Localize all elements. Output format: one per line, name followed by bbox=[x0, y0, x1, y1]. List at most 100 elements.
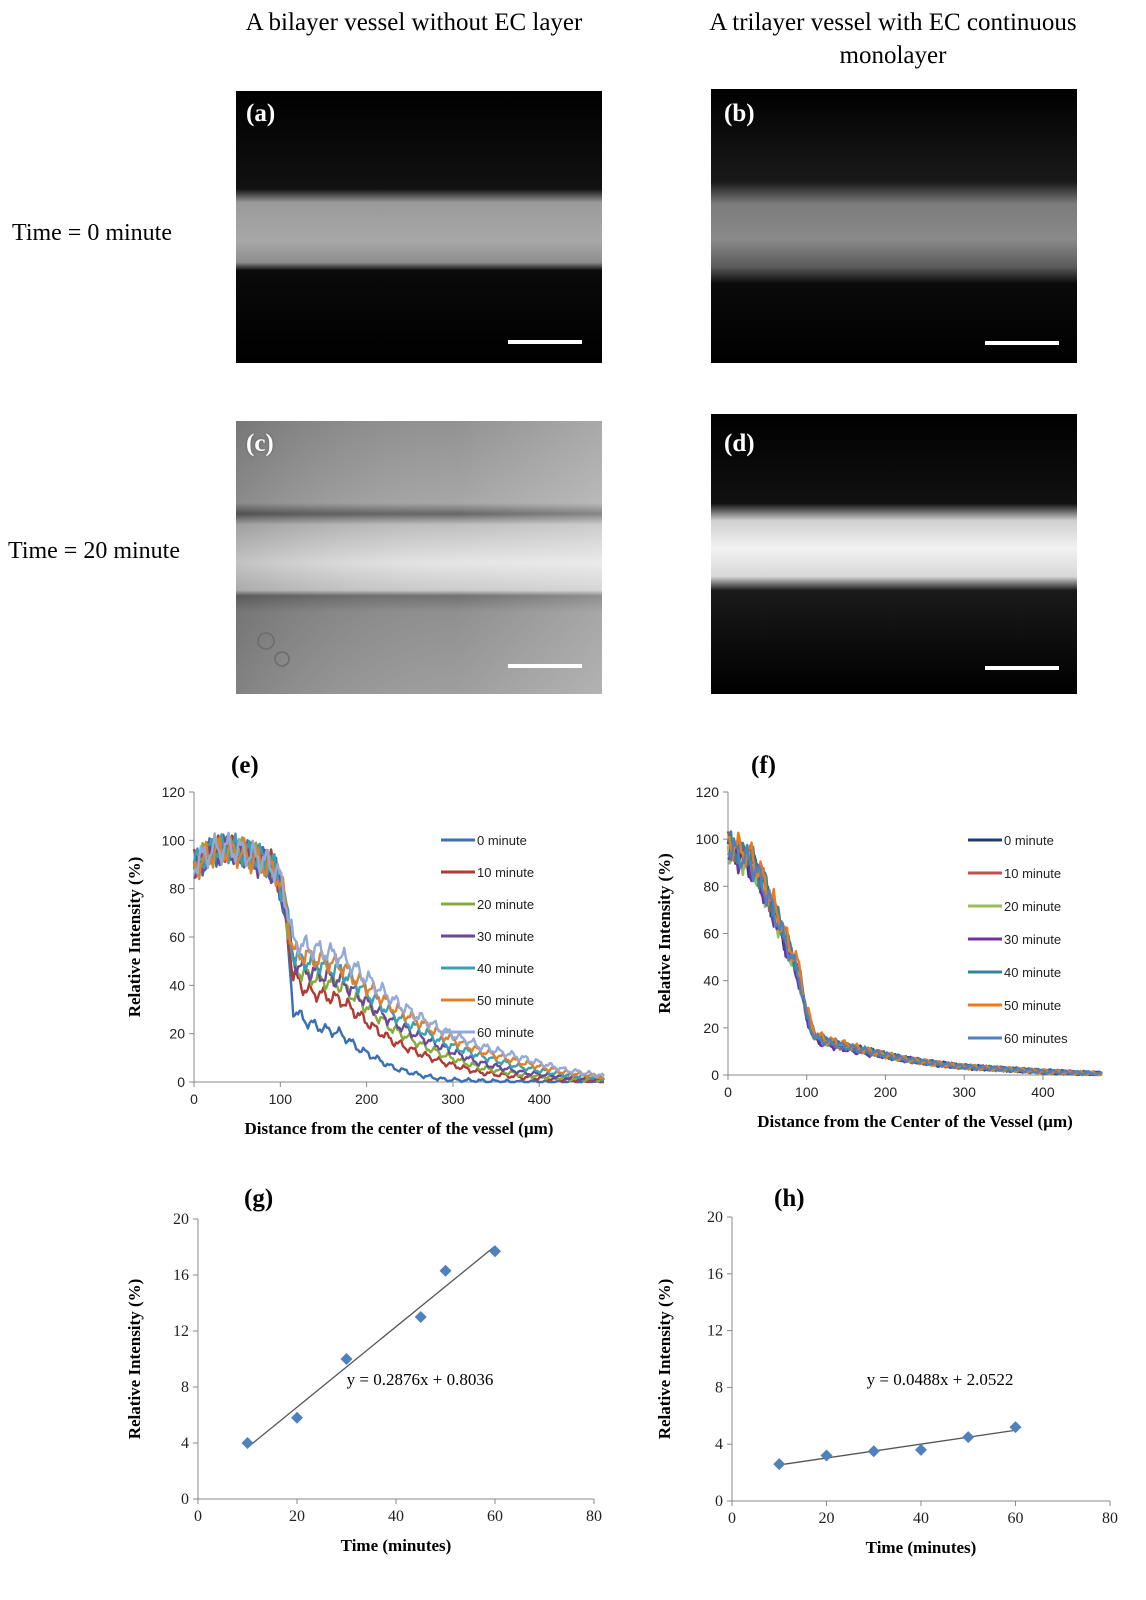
legend-label-5: 50 minute bbox=[477, 993, 534, 1008]
legend-label-0: 0 minute bbox=[1004, 833, 1054, 848]
x-axis-label: Time (minutes) bbox=[866, 1538, 977, 1557]
data-point-5 bbox=[489, 1245, 501, 1258]
legend-label-0: 0 minute bbox=[477, 833, 527, 848]
data-point-5 bbox=[1009, 1421, 1022, 1434]
data-point-4 bbox=[439, 1264, 452, 1277]
series-line-2 bbox=[192, 836, 605, 1083]
y-tick-label: 120 bbox=[162, 784, 186, 800]
panel-label-d: (d) bbox=[724, 430, 755, 457]
y-tick-label: 0 bbox=[711, 1067, 719, 1083]
y-tick-label: 100 bbox=[162, 832, 186, 848]
chart-f: 0 20 40 60 80 100 120 0 100 200 300 400 Distance fro… bbox=[655, 784, 1103, 1131]
y-tick-label: 4 bbox=[715, 1436, 723, 1453]
y-tick-label: 20 bbox=[169, 1026, 185, 1042]
x-tick-label: 20 bbox=[289, 1508, 305, 1525]
trendline-equation: y = 0.2876x + 0.8036 bbox=[347, 1370, 494, 1389]
panel-label-b: (b) bbox=[724, 100, 755, 127]
micrograph-a bbox=[236, 91, 602, 363]
legend-label-2: 20 minute bbox=[477, 897, 534, 912]
micrograph-d bbox=[711, 414, 1077, 694]
x-tick-label: 40 bbox=[913, 1510, 929, 1527]
y-tick-label: 80 bbox=[169, 881, 185, 897]
x-axis-label: Time (minutes) bbox=[341, 1536, 452, 1555]
y-tick-label: 20 bbox=[173, 1211, 189, 1228]
y-tick-label: 120 bbox=[696, 784, 720, 800]
y-tick-label: 100 bbox=[696, 831, 720, 847]
y-axis-label: Relative Intensity (%) bbox=[655, 1279, 674, 1440]
series-line-1 bbox=[192, 834, 605, 1084]
data-point-4 bbox=[962, 1431, 975, 1444]
data-point-3 bbox=[915, 1443, 927, 1456]
trendline bbox=[779, 1429, 1016, 1466]
scale-bar bbox=[985, 666, 1059, 670]
x-tick-label: 20 bbox=[819, 1510, 835, 1527]
series-line-6 bbox=[192, 831, 605, 1079]
y-tick-label: 12 bbox=[173, 1323, 189, 1340]
x-tick-label: 200 bbox=[874, 1084, 898, 1100]
y-tick-label: 0 bbox=[715, 1493, 723, 1510]
x-tick-label: 0 bbox=[190, 1091, 198, 1107]
y-tick-label: 20 bbox=[707, 1209, 723, 1226]
x-tick-label: 80 bbox=[586, 1508, 602, 1525]
x-tick-label: 400 bbox=[1031, 1084, 1055, 1100]
micrograph-b bbox=[711, 89, 1077, 363]
y-tick-label: 16 bbox=[707, 1266, 723, 1283]
legend-label-6: 60 minute bbox=[477, 1025, 534, 1040]
x-tick-label: 100 bbox=[269, 1091, 293, 1107]
x-tick-label: 400 bbox=[528, 1091, 552, 1107]
scale-bar bbox=[508, 664, 582, 668]
legend-label-6: 60 minutes bbox=[1004, 1031, 1068, 1046]
chart-e: 0 20 40 60 80 100 120 0 100 200 300 400 Distance fro… bbox=[125, 784, 605, 1138]
panel-label-e: (e) bbox=[231, 752, 259, 779]
x-axis-label: Distance from the Center of the Vessel (… bbox=[757, 1112, 1073, 1131]
chart-h: 0 4 8 12 16 20 0 20 40 60 80 Time (minutes) Relative… bbox=[655, 1209, 1118, 1557]
column-header-bilayer: A bilayer vessel without EC layer bbox=[245, 9, 583, 36]
series-line-0 bbox=[192, 833, 604, 1084]
x-axis-label: Distance from the center of the vessel (… bbox=[245, 1119, 554, 1138]
legend-label-1: 10 minute bbox=[477, 865, 534, 880]
x-tick-label: 100 bbox=[795, 1084, 819, 1100]
legend-label-4: 40 minute bbox=[1004, 965, 1061, 980]
micrograph-d-image bbox=[711, 414, 1077, 694]
micrograph-c bbox=[236, 421, 602, 694]
x-tick-label: 300 bbox=[441, 1091, 465, 1107]
y-axis-label: Relative Intensity (%) bbox=[125, 1279, 144, 1440]
x-tick-label: 0 bbox=[728, 1510, 736, 1527]
panel-label-c: (c) bbox=[246, 430, 274, 457]
micrograph-b-image bbox=[711, 89, 1077, 363]
micrograph-a-image bbox=[236, 91, 602, 363]
data-point-2 bbox=[867, 1445, 880, 1458]
data-point-2 bbox=[340, 1353, 353, 1365]
y-tick-label: 20 bbox=[703, 1020, 719, 1036]
y-tick-label: 80 bbox=[703, 878, 719, 894]
series-line-3 bbox=[192, 835, 605, 1083]
data-point-0 bbox=[241, 1437, 254, 1449]
row-label-time-0: Time = 0 minute bbox=[12, 220, 172, 246]
panel-label-g: (g) bbox=[244, 1185, 274, 1212]
row-label-time-20: Time = 20 minute bbox=[8, 538, 180, 564]
y-tick-label: 8 bbox=[181, 1379, 189, 1396]
data-point-1 bbox=[291, 1411, 303, 1424]
y-tick-label: 40 bbox=[703, 973, 719, 989]
y-tick-label: 60 bbox=[169, 929, 185, 945]
y-tick-label: 60 bbox=[703, 926, 719, 942]
x-tick-label: 60 bbox=[487, 1508, 503, 1525]
y-axis-label: Relative Intensity (%) bbox=[655, 853, 674, 1014]
legend-label-1: 10 minute bbox=[1004, 866, 1061, 881]
panel-label-f: (f) bbox=[751, 752, 776, 779]
x-tick-label: 300 bbox=[953, 1084, 977, 1100]
y-tick-label: 12 bbox=[707, 1323, 723, 1340]
y-axis-label: Relative Intensity (%) bbox=[125, 857, 144, 1018]
x-tick-label: 0 bbox=[194, 1508, 202, 1525]
x-tick-label: 200 bbox=[355, 1091, 379, 1107]
legend-label-4: 40 minute bbox=[477, 961, 534, 976]
x-tick-label: 80 bbox=[1102, 1510, 1118, 1527]
y-tick-label: 0 bbox=[177, 1074, 185, 1090]
column-header-trilayer: A trilayer vessel with EC continuous mon… bbox=[709, 9, 1077, 69]
legend-label-3: 30 minute bbox=[477, 929, 534, 944]
y-tick-label: 0 bbox=[181, 1491, 189, 1508]
y-tick-label: 8 bbox=[715, 1379, 723, 1396]
legend-label-3: 30 minute bbox=[1004, 932, 1061, 947]
data-point-0 bbox=[773, 1458, 786, 1471]
x-tick-label: 40 bbox=[388, 1508, 404, 1525]
